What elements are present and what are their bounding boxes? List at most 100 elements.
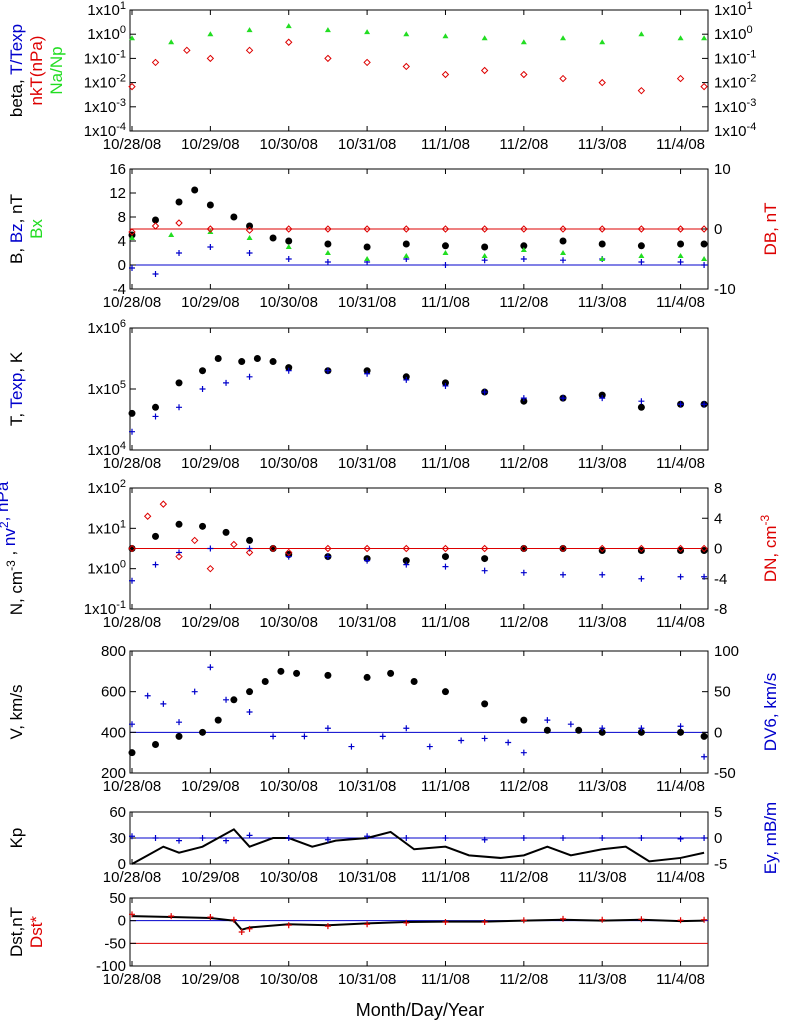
data-point bbox=[520, 716, 528, 724]
y-axis-title: T, Texp, K bbox=[7, 351, 26, 426]
y-tick-label: 1x10-1 bbox=[84, 48, 126, 67]
y-tick-label: 1x106 bbox=[87, 318, 126, 337]
data-point bbox=[160, 700, 167, 707]
data-point bbox=[363, 367, 371, 375]
x-tick-label: 10/28/08 bbox=[103, 869, 161, 886]
data-point bbox=[363, 58, 371, 67]
x-tick-label: 11/2/08 bbox=[499, 971, 548, 988]
y-tick-label-right: -50 bbox=[714, 765, 736, 782]
data-point bbox=[285, 835, 292, 841]
data-point bbox=[223, 837, 230, 844]
data-point bbox=[677, 723, 684, 730]
data-point bbox=[277, 667, 285, 675]
data-point bbox=[520, 256, 527, 262]
y-axis-title-right: DN, cm-3 bbox=[758, 515, 780, 583]
data-point bbox=[700, 225, 708, 233]
data-point bbox=[363, 673, 371, 681]
data-point bbox=[363, 544, 371, 553]
data-point bbox=[442, 382, 449, 389]
y-axis-title-right: Ey, mB/m bbox=[761, 802, 780, 874]
data-point bbox=[441, 379, 449, 387]
x-tick-label: 10/28/08 bbox=[103, 455, 161, 472]
data-point bbox=[520, 569, 527, 576]
data-point bbox=[191, 688, 198, 695]
data-point bbox=[598, 78, 606, 87]
x-tick-label: 11/3/08 bbox=[578, 971, 627, 988]
x-tick-label: 10/29/08 bbox=[181, 778, 239, 795]
x-tick-label: 10/29/08 bbox=[181, 294, 239, 311]
data-point bbox=[324, 671, 332, 679]
data-point bbox=[199, 367, 207, 375]
data-point bbox=[151, 58, 160, 67]
y-tick-label-right: 0 bbox=[714, 830, 722, 847]
data-point bbox=[481, 919, 488, 926]
data-point bbox=[403, 561, 410, 568]
data-point bbox=[441, 242, 449, 250]
data-point bbox=[543, 726, 551, 734]
data-point bbox=[677, 835, 684, 842]
y-tick-label: -4 bbox=[113, 281, 126, 298]
data-point bbox=[324, 259, 331, 265]
x-tick-label: 10/29/08 bbox=[181, 614, 239, 631]
y-axis-title-right: DV6, km/s bbox=[761, 673, 780, 751]
y-tick-label: 1x10-4 bbox=[84, 121, 126, 140]
y-tick-label-right: 1x101 bbox=[714, 0, 753, 19]
data-point bbox=[599, 39, 606, 45]
data-point bbox=[152, 413, 159, 420]
data-point bbox=[638, 253, 645, 258]
data-point bbox=[176, 549, 183, 556]
data-point bbox=[520, 395, 527, 402]
data-point bbox=[176, 404, 183, 411]
series-black bbox=[131, 828, 705, 865]
data-point bbox=[199, 386, 206, 392]
data-point bbox=[324, 225, 332, 233]
x-tick-label: 10/28/08 bbox=[103, 294, 161, 311]
panels: 1x10-4 1x10-3 1x10-2 1x10-1 1x100 1x101 1x10-4… bbox=[0, 0, 780, 988]
data-point bbox=[481, 257, 488, 264]
data-point bbox=[700, 732, 708, 740]
data-point bbox=[128, 409, 136, 417]
x-tick-label: 10/29/08 bbox=[181, 869, 239, 886]
series-blue bbox=[129, 545, 708, 584]
data-point bbox=[402, 240, 410, 248]
y-axis-title: Dst,nT bbox=[7, 907, 26, 957]
series-red bbox=[129, 911, 708, 935]
data-point bbox=[175, 219, 183, 227]
data-point bbox=[175, 379, 183, 387]
series-blue bbox=[129, 244, 708, 277]
data-point bbox=[270, 733, 277, 740]
x-tick-label: 10/30/08 bbox=[260, 455, 318, 472]
y-axis-title-2: Dst* bbox=[27, 916, 46, 949]
data-point bbox=[480, 544, 489, 553]
data-point bbox=[348, 743, 355, 750]
data-point bbox=[285, 23, 292, 29]
x-tick-label: 10/28/08 bbox=[103, 971, 161, 988]
x-tick-label: 11/4/08 bbox=[656, 869, 705, 886]
data-point bbox=[402, 62, 410, 71]
data-point bbox=[175, 552, 183, 561]
data-point bbox=[481, 700, 489, 708]
data-point bbox=[214, 355, 222, 362]
data-point bbox=[207, 914, 214, 921]
y-axis-title-right: DB, nT bbox=[761, 203, 780, 256]
y-tick-label: 1x101 bbox=[87, 0, 126, 19]
y-tick-label: 16 bbox=[109, 161, 126, 178]
series-red bbox=[128, 38, 708, 95]
data-point bbox=[701, 262, 708, 268]
data-point bbox=[128, 82, 136, 91]
data-point bbox=[206, 225, 215, 233]
data-point bbox=[128, 749, 136, 757]
data-point bbox=[599, 725, 606, 732]
data-point bbox=[246, 373, 253, 380]
data-point bbox=[324, 544, 332, 553]
data-point bbox=[480, 66, 489, 75]
x-tick-label: 11/4/08 bbox=[656, 294, 705, 311]
data-point bbox=[676, 544, 685, 553]
y-axis-title-2: nkT(nPa) bbox=[27, 36, 46, 106]
panel-7: -100 -50 0 50 10/28/08 10/29/08 10/30/08 10/31/… bbox=[7, 890, 709, 988]
data-point bbox=[246, 27, 253, 33]
data-point bbox=[637, 225, 646, 233]
x-tick-label: 10/30/08 bbox=[260, 869, 318, 886]
data-point bbox=[638, 835, 645, 841]
x-tick-label: 10/30/08 bbox=[260, 614, 318, 631]
